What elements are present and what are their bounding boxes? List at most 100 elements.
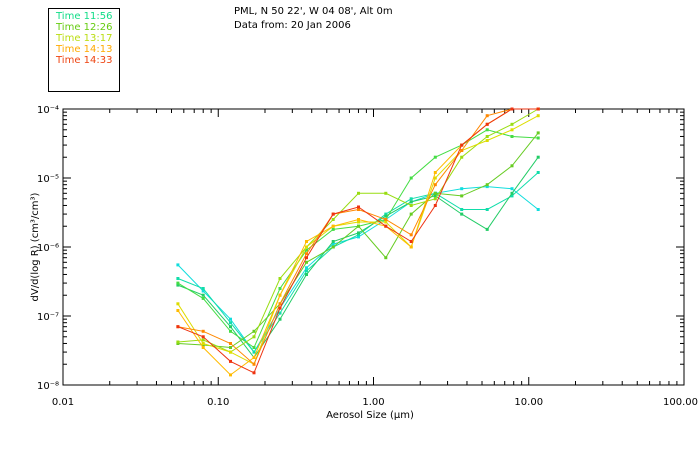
data-point [176, 283, 180, 287]
data-point [485, 227, 489, 231]
data-point [278, 302, 282, 306]
data-point [305, 248, 308, 252]
data-point [201, 296, 205, 300]
location-text: PML, N 50 22', W 04 08', Alt 0m [234, 6, 393, 17]
data-point [460, 194, 464, 198]
x-tick-label: 0.01 [52, 397, 74, 408]
series-line-4 [177, 129, 539, 349]
data-point [229, 329, 232, 333]
data-point [252, 356, 256, 359]
data-point [357, 233, 360, 237]
data-point [278, 306, 282, 310]
data-point [176, 302, 180, 306]
data-point [229, 350, 232, 354]
data-point [460, 208, 464, 211]
data-point [485, 114, 489, 118]
data-point [252, 362, 256, 366]
data-point [278, 317, 282, 321]
data-point [305, 260, 308, 264]
data-point [331, 240, 335, 243]
data-point [433, 194, 437, 198]
data-point [278, 293, 282, 297]
data-point [252, 371, 256, 375]
x-tick-label: 0.10 [207, 397, 229, 408]
data-point [229, 317, 232, 321]
series-line-10 [177, 108, 539, 374]
data-point [384, 191, 388, 195]
x-tick-label: 100.00 [663, 397, 698, 408]
data-point [384, 220, 388, 224]
x-tick-label: 10.00 [514, 397, 543, 408]
data-point [331, 227, 335, 231]
data-point [433, 183, 437, 187]
data-point [384, 212, 388, 216]
x-tick-label: 1.00 [362, 397, 384, 408]
data-point [278, 287, 282, 290]
x-axis: 0.01 0.10 1.00 10.00 100.00 [52, 109, 698, 408]
data-point [331, 212, 335, 216]
data-point [510, 191, 514, 195]
data-point [485, 183, 489, 187]
data-point [201, 346, 205, 349]
data-point [460, 187, 464, 191]
data-point [331, 224, 335, 228]
data-point [384, 214, 388, 218]
legend-item-3: Time 13:17 [56, 33, 113, 44]
data-point [536, 155, 540, 159]
data-point [384, 256, 388, 260]
data-point [357, 224, 360, 228]
data-point [409, 240, 413, 243]
data-point [433, 191, 437, 195]
data-point [357, 218, 360, 221]
data-point [433, 171, 437, 174]
data-point [278, 311, 282, 315]
data-point [331, 218, 335, 221]
data-point [536, 107, 540, 111]
data-point [357, 205, 360, 209]
legend-item-1: Time 11:56 [56, 11, 113, 22]
data-point [510, 122, 514, 126]
data-point [201, 335, 205, 339]
data-point [536, 171, 540, 174]
data-point [201, 293, 205, 297]
data-point [305, 273, 308, 276]
series-line-8 [177, 108, 539, 376]
data-point [536, 131, 540, 135]
data-series [176, 107, 540, 377]
data-point [305, 245, 308, 249]
data-point [305, 266, 308, 270]
data-point [409, 245, 413, 249]
data-point [201, 289, 205, 293]
data-point [460, 143, 464, 147]
data-point [510, 187, 514, 191]
data-point [536, 136, 540, 140]
data-point [176, 309, 180, 312]
data-point [229, 373, 232, 377]
legend-item-5: Time 14:33 [56, 55, 113, 66]
data-point [305, 256, 308, 260]
y-tick-label: 10⁻⁴ [37, 105, 59, 116]
data-point [409, 204, 413, 207]
data-point [485, 139, 489, 142]
legend-item-2: Time 12:26 [56, 22, 113, 33]
data-point [485, 135, 489, 138]
data-point [433, 176, 437, 180]
data-point [536, 208, 540, 211]
data-point [536, 114, 540, 118]
data-point [485, 208, 489, 211]
data-point [229, 359, 232, 363]
data-point [510, 194, 514, 198]
data-point [460, 155, 464, 159]
data-point [409, 233, 413, 237]
data-point [331, 245, 335, 249]
data-point [252, 346, 256, 349]
data-point [252, 350, 256, 354]
data-point [176, 281, 180, 285]
series-line-2 [177, 172, 539, 353]
data-point [510, 135, 514, 138]
data-point [357, 191, 360, 195]
data-point [485, 128, 489, 132]
y-axis-title: dV/d(log R) (cm³/cm³) [30, 192, 41, 301]
data-point [409, 197, 413, 201]
